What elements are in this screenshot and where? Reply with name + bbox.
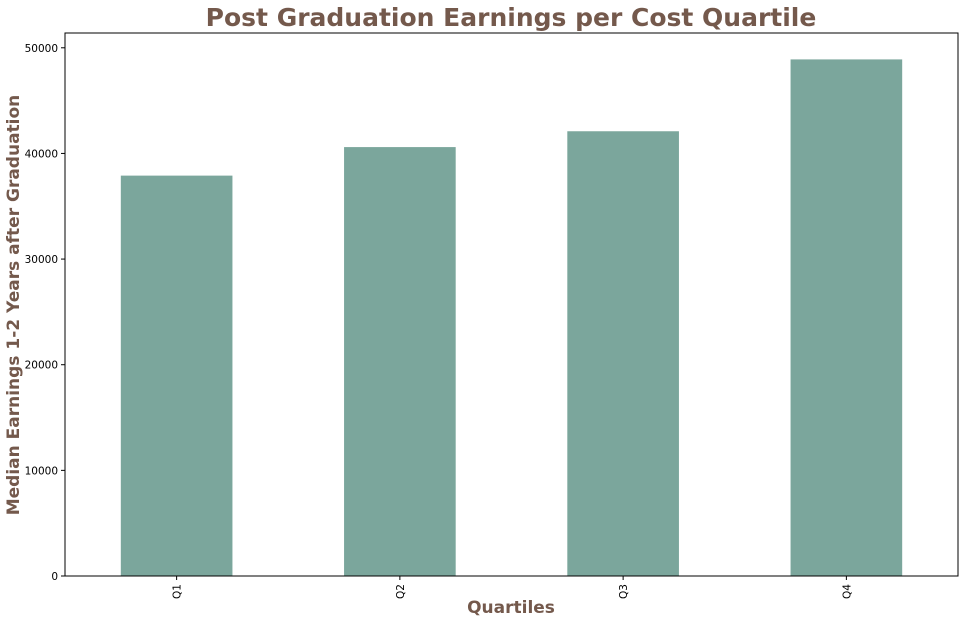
bar-q3 bbox=[567, 131, 679, 576]
y-axis-label: Median Earnings 1-2 Years after Graduati… bbox=[4, 95, 24, 516]
bars-layer bbox=[120, 59, 903, 577]
x-tick-label: Q4 bbox=[841, 584, 853, 599]
x-axis-ticks: Q1 Q2 Q3 Q4 bbox=[172, 576, 853, 599]
chart-title: Post Graduation Earnings per Cost Quarti… bbox=[206, 3, 817, 32]
y-tick-label: 0 bbox=[51, 571, 58, 583]
bar-q2 bbox=[344, 147, 456, 576]
x-tick-label: Q3 bbox=[618, 584, 630, 599]
x-tick-label: Q2 bbox=[395, 584, 407, 599]
y-tick-label: 30000 bbox=[25, 254, 58, 266]
y-tick-label: 10000 bbox=[25, 465, 58, 477]
plot-frame bbox=[64, 32, 959, 577]
x-axis-label: Quartiles bbox=[467, 598, 555, 618]
bar-q1 bbox=[120, 175, 233, 576]
y-tick-label: 40000 bbox=[25, 148, 58, 160]
y-axis-ticks: 0 10000 20000 30000 40000 50000 bbox=[25, 43, 65, 583]
x-tick-label: Q1 bbox=[172, 584, 184, 599]
bar-q4 bbox=[790, 59, 903, 577]
y-tick-label: 20000 bbox=[25, 360, 58, 372]
y-tick-label: 50000 bbox=[25, 43, 58, 55]
